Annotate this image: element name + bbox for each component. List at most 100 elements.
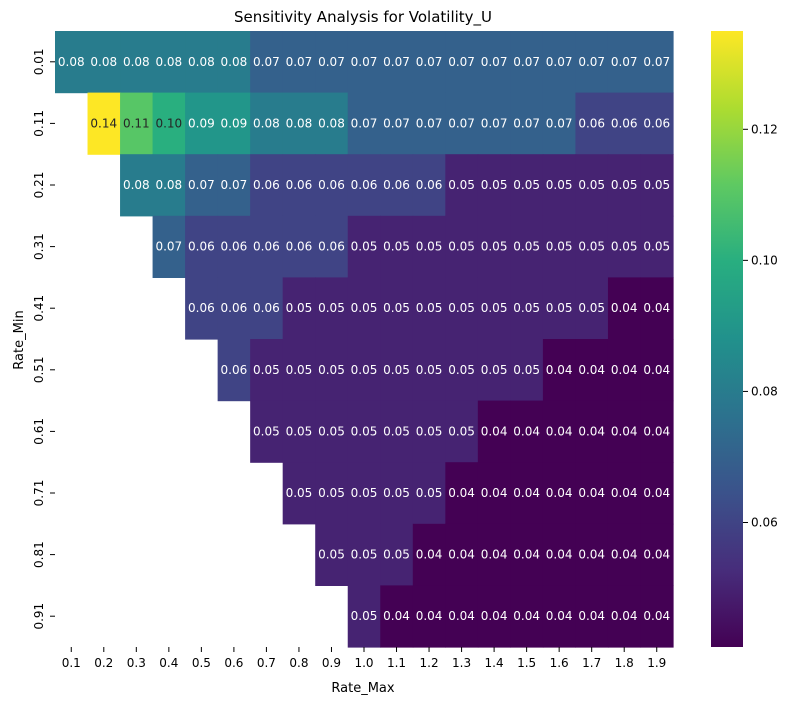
cell-value-label: 0.04 bbox=[611, 486, 638, 500]
x-tick-label: 0.7 bbox=[257, 656, 276, 670]
cell-value-label: 0.05 bbox=[513, 240, 540, 254]
x-tick-label: 0.2 bbox=[94, 656, 113, 670]
cell-value-label: 0.05 bbox=[611, 240, 638, 254]
cell-value-label: 0.04 bbox=[513, 548, 540, 562]
cell-value-label: 0.04 bbox=[643, 363, 670, 377]
x-tick-label: 0.4 bbox=[159, 656, 178, 670]
cell-value-label: 0.07 bbox=[481, 55, 508, 69]
cell-value-label: 0.04 bbox=[513, 609, 540, 623]
heatmap-cell bbox=[412, 523, 446, 586]
cell-value-label: 0.05 bbox=[643, 178, 670, 192]
cell-value-label: 0.05 bbox=[318, 301, 345, 315]
heatmap-cell bbox=[575, 31, 609, 94]
cell-value-label: 0.05 bbox=[416, 486, 443, 500]
heatmap-cell bbox=[575, 154, 609, 217]
y-axis-ticks: 0.01 0.11 0.21 0.31 0.41 0.51 0.61 0.71 0.81 0.91 bbox=[32, 48, 55, 630]
heatmap-cell bbox=[477, 92, 511, 155]
cell-value-label: 0.07 bbox=[155, 240, 182, 254]
y-tick-label: 0.71 bbox=[32, 480, 46, 507]
cell-value-label: 0.06 bbox=[351, 178, 378, 192]
cell-value-label: 0.06 bbox=[318, 240, 345, 254]
x-tick-label: 1.1 bbox=[387, 656, 406, 670]
cell-value-label: 0.07 bbox=[448, 116, 475, 130]
heatmap-cell bbox=[477, 585, 511, 648]
cell-value-label: 0.07 bbox=[546, 55, 573, 69]
heatmap-cell bbox=[217, 339, 251, 402]
cell-value-label: 0.04 bbox=[578, 609, 605, 623]
cell-value-label: 0.05 bbox=[286, 486, 313, 500]
cell-value-label: 0.06 bbox=[416, 178, 443, 192]
cell-value-label: 0.07 bbox=[188, 178, 215, 192]
heatmap-cell bbox=[347, 339, 381, 402]
heatmap-cell bbox=[315, 31, 349, 94]
x-tick-label: 0.6 bbox=[224, 656, 243, 670]
cell-value-label: 0.07 bbox=[351, 55, 378, 69]
heatmap-cell bbox=[640, 339, 674, 402]
cell-value-label: 0.07 bbox=[578, 55, 605, 69]
heatmap-cell bbox=[477, 339, 511, 402]
cell-value-label: 0.04 bbox=[546, 486, 573, 500]
cell-value-label: 0.06 bbox=[286, 178, 313, 192]
heatmap-cell bbox=[380, 92, 414, 155]
cell-value-label: 0.05 bbox=[286, 424, 313, 438]
heatmap-cell bbox=[282, 92, 316, 155]
heatmap-cell bbox=[607, 31, 642, 94]
cell-value-label: 0.08 bbox=[188, 55, 215, 69]
cell-value-label: 0.05 bbox=[286, 301, 313, 315]
x-tick-label: 1.5 bbox=[517, 656, 536, 670]
heatmap-cell bbox=[412, 92, 446, 155]
heatmap-cell bbox=[412, 31, 446, 94]
cell-value-label: 0.05 bbox=[416, 240, 443, 254]
heatmap-cell bbox=[217, 92, 251, 155]
heatmap-cell bbox=[445, 154, 479, 217]
heatmap-cell bbox=[510, 523, 544, 586]
heatmap-cell bbox=[640, 215, 674, 278]
cell-value-label: 0.04 bbox=[578, 548, 605, 562]
heatmap-cell bbox=[250, 215, 284, 278]
x-tick-label: 1.8 bbox=[615, 656, 634, 670]
cell-value-label: 0.04 bbox=[643, 486, 670, 500]
heatmap-cell bbox=[380, 339, 414, 402]
cell-value-label: 0.06 bbox=[383, 178, 410, 192]
cell-value-label: 0.08 bbox=[253, 116, 280, 130]
heatmap-cell bbox=[282, 31, 316, 94]
chart-title: Sensitivity Analysis for Volatility_U bbox=[234, 8, 492, 27]
x-tick-label: 1.2 bbox=[420, 656, 439, 670]
heatmap-cell bbox=[380, 277, 414, 340]
heatmap-cell bbox=[477, 31, 511, 94]
cell-value-label: 0.06 bbox=[221, 363, 248, 377]
heatmap-cell bbox=[445, 215, 479, 278]
heatmap-cell bbox=[412, 277, 446, 340]
cell-value-label: 0.05 bbox=[351, 363, 378, 377]
cell-value-label: 0.07 bbox=[416, 55, 443, 69]
cell-value-label: 0.05 bbox=[546, 240, 573, 254]
heatmap-cell bbox=[185, 215, 219, 278]
heatmap-cell bbox=[445, 339, 479, 402]
heatmap-cell bbox=[542, 215, 577, 278]
heatmap-cells bbox=[55, 31, 674, 648]
heatmap-cell bbox=[380, 400, 414, 463]
heatmap-cell bbox=[315, 462, 349, 525]
heatmap-cell bbox=[185, 92, 219, 155]
heatmap-cell bbox=[542, 92, 577, 155]
cell-value-label: 0.06 bbox=[253, 240, 280, 254]
heatmap-cell bbox=[217, 31, 251, 94]
cell-value-label: 0.07 bbox=[513, 116, 540, 130]
heatmap-cell bbox=[185, 277, 219, 340]
x-tick-label: 1.9 bbox=[647, 656, 666, 670]
cell-value-label: 0.05 bbox=[351, 424, 378, 438]
cell-value-label: 0.08 bbox=[286, 116, 313, 130]
cell-value-label: 0.05 bbox=[416, 424, 443, 438]
cell-value-label: 0.07 bbox=[383, 55, 410, 69]
cell-value-label: 0.04 bbox=[578, 486, 605, 500]
x-tick-label: 0.9 bbox=[322, 656, 341, 670]
heatmap-cell bbox=[640, 462, 674, 525]
heatmap-cell bbox=[607, 92, 642, 155]
x-tick-label: 1.6 bbox=[550, 656, 569, 670]
x-tick-label: 0.8 bbox=[289, 656, 308, 670]
heatmap-cell bbox=[347, 462, 381, 525]
cell-value-label: 0.07 bbox=[448, 55, 475, 69]
cell-value-label: 0.05 bbox=[513, 178, 540, 192]
heatmap-cell bbox=[510, 154, 544, 217]
